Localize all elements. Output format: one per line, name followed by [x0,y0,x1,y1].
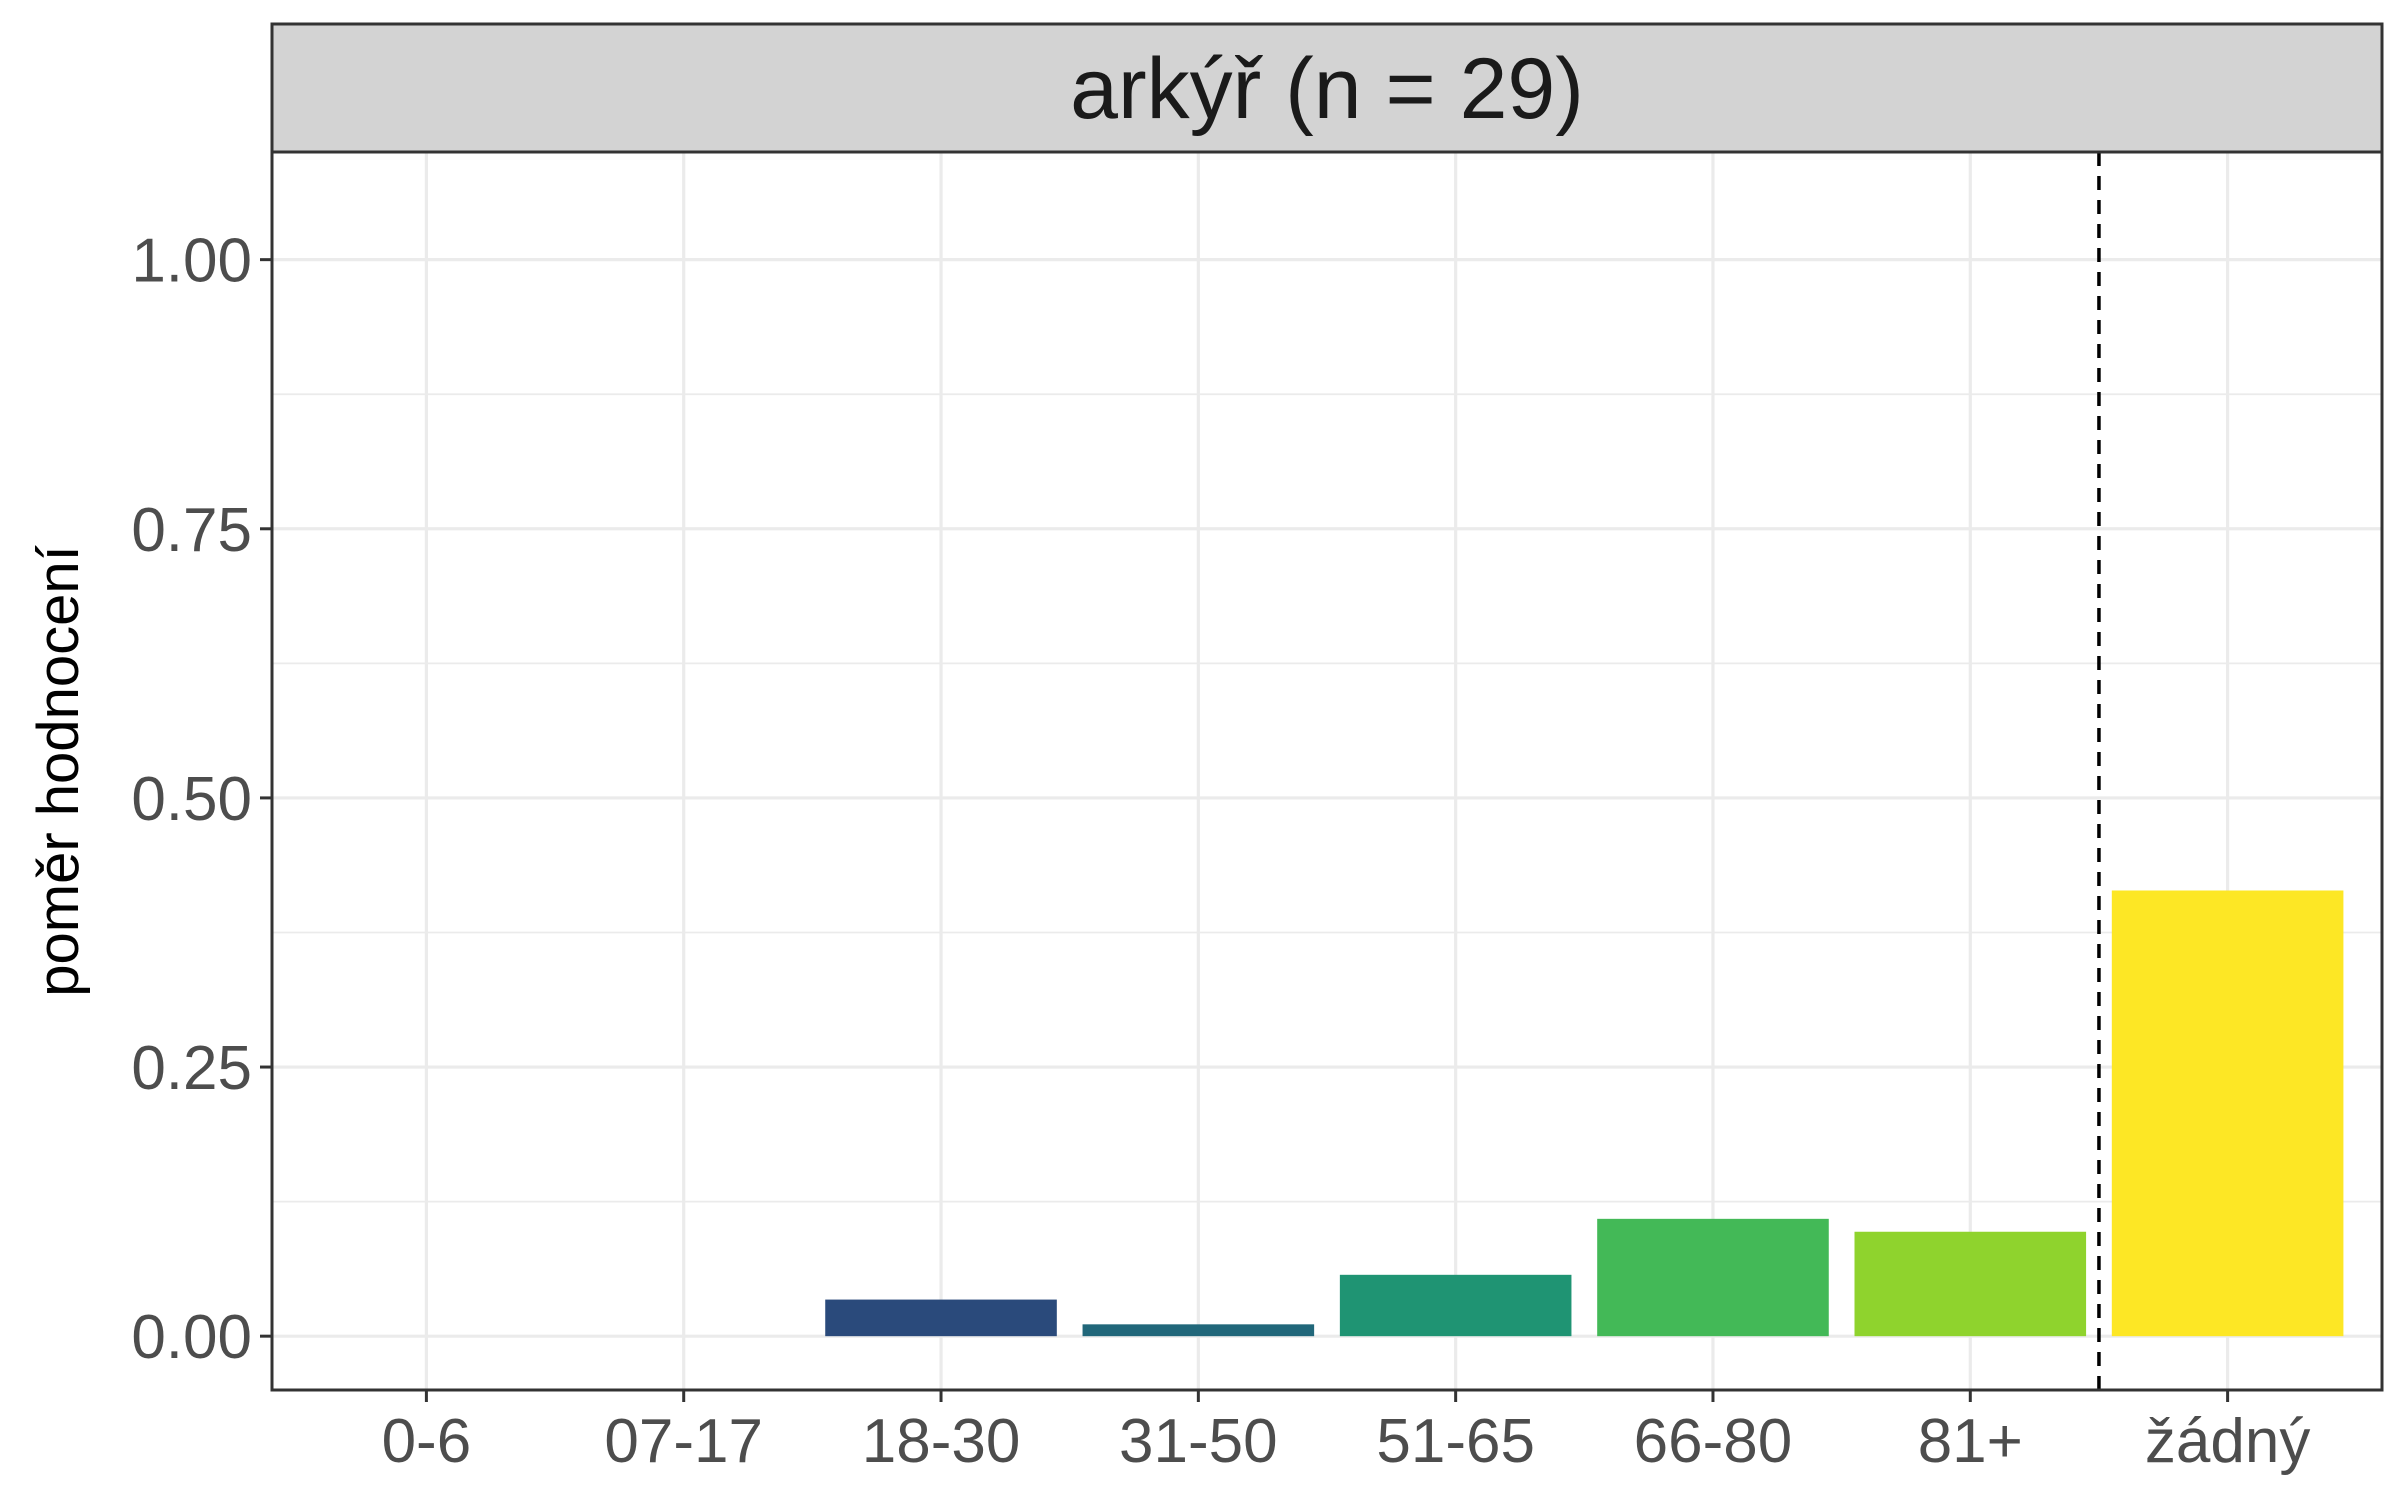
x-axis: 0-6 07-17 18-30 31-50 51-65 66-80 81+ žádný [382,1390,2310,1476]
x-tick-label: 66-80 [1634,1407,1793,1476]
y-tick-label: 0.00 [131,1303,252,1372]
bar [2111,890,2344,1337]
chart-title: arkýř (n = 29) [1070,41,1584,137]
y-axis: 0.00 0.25 0.50 0.75 1.00 [131,227,272,1372]
grid-lines [272,152,2382,1390]
x-tick-label: 31-50 [1119,1407,1278,1476]
y-tick-label: 1.00 [131,227,252,296]
bar [1597,1218,1829,1337]
facet-strip [270,22,2384,154]
x-tick-label: 81+ [1918,1407,2023,1476]
bar [1082,1324,1315,1337]
x-tick-label: 07-17 [604,1407,763,1476]
y-axis-title: poměr hodnocení [26,545,91,996]
y-tick-label: 0.50 [131,765,252,834]
bar [825,1299,1057,1337]
x-tick-label: 18-30 [862,1407,1021,1476]
bar [1854,1231,2087,1337]
plot-panel [272,152,2382,1390]
y-tick-label: 0.75 [131,496,252,565]
x-tick-label: žádný [2145,1407,2310,1476]
bars [825,890,2344,1337]
bar [1339,1274,1572,1337]
x-tick-label: 0-6 [382,1407,472,1476]
y-tick-label: 0.25 [131,1034,252,1103]
x-tick-label: 51-65 [1376,1407,1535,1476]
